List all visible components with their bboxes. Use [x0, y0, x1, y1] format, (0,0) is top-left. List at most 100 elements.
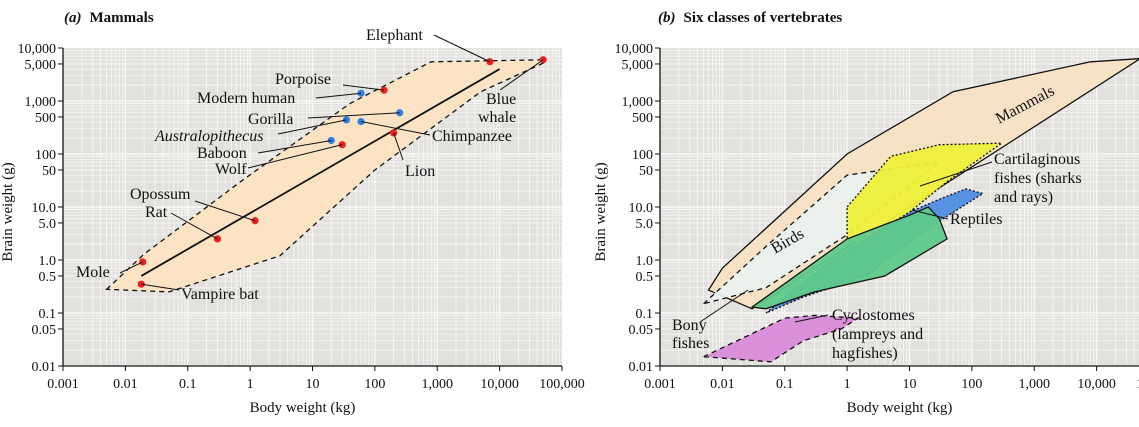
y-tick-label: 0.1 [636, 307, 654, 322]
leader-line-opossum [194, 200, 256, 222]
y-tick-label: 5.0 [39, 217, 57, 232]
grid-lines [62, 48, 562, 367]
x-tick-label: 100 [364, 377, 385, 392]
leader-line-cyclostomes [794, 314, 829, 323]
y-axis-title: Brain weight (g) [0, 162, 16, 261]
region-label-cartilaginous-fishes-sharks-and-rays: Cartilaginous [994, 151, 1080, 168]
point-label-opossum: Opossum [130, 186, 191, 203]
x-tick-label: 1 [844, 377, 851, 392]
region-label-cyclostomes-lampreys-and-hagfishes: (lampreys and [832, 326, 923, 343]
point-label-rat: Rat [145, 204, 168, 221]
y-tick-label: 0.1 [39, 307, 57, 322]
region-bony-fishes [750, 206, 948, 310]
x-axis-title: Body weight (kg) [847, 400, 953, 416]
leader-line-cartilaginous [919, 161, 993, 187]
y-tick-label: 5,000 [622, 58, 654, 73]
data-point-vampire-bat [137, 280, 145, 288]
data-point-elephant [486, 58, 494, 66]
y-tick-label: 0.05 [32, 323, 57, 338]
x-tick-label: 10 [903, 377, 917, 392]
y-tick-label: 1.0 [636, 254, 654, 269]
panel-title-1: (b) Six classes of vertebrates [658, 10, 842, 26]
y-tick-label: 100 [632, 148, 653, 163]
y-tick-label: 10,000 [615, 42, 654, 57]
x-tick-label: 100 [961, 377, 982, 392]
leader-line-modern-human [315, 92, 362, 99]
x-tick-label: 0.001 [47, 377, 79, 392]
panel-letter: (b) [658, 10, 676, 26]
y-tick-label: 0.05 [629, 323, 654, 338]
point-label-chimpanzee: Chimpanzee [432, 128, 512, 145]
leader-line-elephant [433, 34, 491, 63]
region-label-cyclostomes-lampreys-and-hagfishes: hagfishes) [832, 345, 898, 362]
y-tick-label: 1.0 [39, 254, 57, 269]
regression-line [140, 68, 501, 277]
panel-title-text: Mammals [90, 10, 154, 26]
leader-line-baboon [257, 139, 332, 154]
y-tick-label: 500 [632, 111, 653, 126]
region-label-cartilaginous-fishes-sharks-and-rays: fishes (sharks [994, 170, 1082, 187]
point-label-blue-whale: Blue [486, 91, 516, 108]
y-tick-label: 100 [35, 148, 56, 163]
leader-line-vampire-bat [141, 283, 180, 291]
panel-title-text: Six classes of vertebrates [684, 10, 843, 26]
region-label-bony-fishes: fishes [672, 335, 709, 352]
leader-line-wolf [247, 144, 343, 169]
y-axis-title: Brain weight (g) [593, 162, 609, 261]
point-label-lion: Lion [405, 163, 435, 180]
y-tick-label: 5,000 [25, 58, 57, 73]
x-tick-label: 0.001 [644, 377, 676, 392]
leader-line-porpoise [342, 84, 385, 91]
point-label-australopithecus: Australopithecus [154, 128, 263, 145]
x-tick-label: 10,000 [1077, 377, 1116, 392]
panel-letter: (a) [64, 10, 82, 26]
leader-line-australopithecus [277, 119, 347, 135]
x-tick-label: 100,000 [1136, 377, 1139, 392]
y-tick-label: 0.5 [39, 270, 57, 285]
y-tick-label: 10.0 [629, 201, 654, 216]
x-tick-label: 1,000 [422, 377, 454, 392]
x-tick-label: 1,000 [1019, 377, 1051, 392]
y-tick-label: 5.0 [636, 217, 654, 232]
x-axis-title: Body weight (kg) [250, 400, 356, 416]
y-tick-label: 0.01 [32, 360, 57, 375]
panel-title-0: (a) Mammals [64, 10, 154, 26]
leader-line-lion [393, 132, 404, 161]
region-label-cartilaginous-fishes-sharks-and-rays: and rays) [994, 189, 1053, 206]
point-label-gorilla: Gorilla [248, 111, 293, 128]
y-tick-label: 50 [639, 164, 653, 179]
leader-line-bony [699, 289, 749, 323]
leader-line-blue-whale [499, 59, 544, 91]
y-tick-label: 500 [35, 111, 56, 126]
x-tick-label: 0.01 [113, 377, 138, 392]
point-label-modern-human: Modern human [197, 90, 295, 107]
point-label-baboon: Baboon [197, 145, 247, 162]
y-tick-label: 10.0 [32, 201, 57, 216]
y-tick-label: 1,000 [25, 95, 57, 110]
leader-line-reptiles [911, 209, 949, 220]
leader-line-mole [119, 261, 143, 274]
y-tick-label: 0.5 [636, 270, 654, 285]
x-tick-label: 10 [306, 377, 320, 392]
region-label-cyclostomes-lampreys-and-hagfishes: Cyclostomes [832, 307, 915, 324]
point-label-vampire-bat: Vampire bat [181, 286, 259, 303]
x-tick-label: 1 [247, 377, 254, 392]
leader-line-gorilla [307, 112, 400, 119]
x-tick-label: 0.01 [710, 377, 735, 392]
point-label-elephant: Elephant [366, 27, 423, 44]
y-tick-label: 0.01 [629, 360, 654, 375]
point-label-wolf: Wolf [215, 161, 247, 178]
x-tick-label: 0.1 [776, 377, 794, 392]
leader-line-chimpanzee [360, 121, 431, 136]
point-label-blue-whale: whale [478, 109, 516, 126]
leader-line-rat [170, 212, 218, 240]
region-label-bony-fishes: Bony [672, 317, 707, 334]
x-tick-label: 0.1 [179, 377, 197, 392]
y-tick-label: 50 [42, 164, 56, 179]
point-label-porpoise: Porpoise [275, 71, 331, 88]
region-label-reptiles: Reptiles [950, 211, 1002, 228]
x-tick-label: 100,000 [539, 377, 585, 392]
y-tick-label: 10,000 [18, 42, 57, 57]
region-cyclostomes-lampreys-and-hagfishes [701, 314, 861, 363]
